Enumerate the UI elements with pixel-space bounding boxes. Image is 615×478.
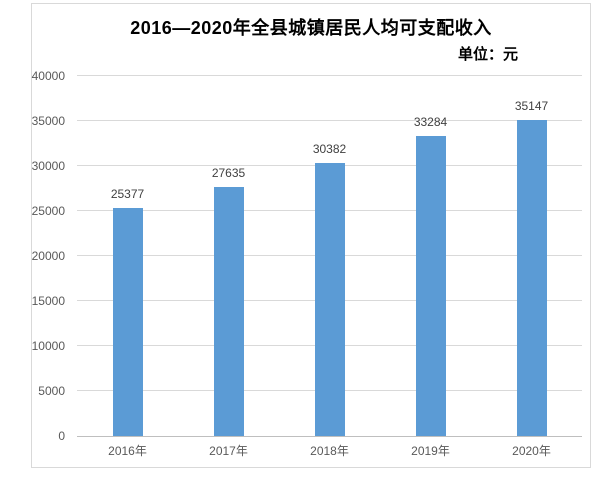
y-axis-tick-label: 40000 — [31, 69, 65, 83]
y-axis-tick-label: 35000 — [31, 114, 65, 128]
bar-value-label: 30382 — [312, 141, 347, 156]
y-axis-tick-label: 25000 — [31, 204, 65, 218]
y-axis-tick-label: 5000 — [38, 384, 65, 398]
unit-label: 单位：元 — [457, 46, 518, 63]
bar-2018年 — [314, 162, 345, 436]
plot-area: 25377 27635 30382 33284 35147 — [77, 75, 582, 437]
y-axis-tick-label: 30000 — [31, 159, 65, 173]
x-axis-tick-label: 2017年 — [209, 444, 248, 458]
chart-frame: 2016—2020年全县城镇居民人均可支配收入 单位：元 0 5000 10000 1… — [31, 3, 591, 468]
y-axis-tick-label: 0 — [58, 429, 65, 443]
bar-2020年 — [516, 119, 547, 436]
bar-value-label: 27635 — [211, 166, 246, 181]
x-axis-line — [77, 436, 582, 437]
bar-2017年 — [213, 187, 244, 436]
bar-value-label: 35147 — [514, 98, 549, 113]
gridline — [77, 75, 582, 76]
x-axis-tick-label: 2019年 — [411, 444, 450, 458]
y-axis: 0 5000 10000 15000 20000 25000 30000 35000 40000 — [31, 70, 71, 442]
x-axis-tick-label: 2020年 — [512, 444, 551, 458]
x-axis: 2016年 2017年 2018年 2019年 2020年 — [77, 442, 582, 458]
bar-value-label: 33284 — [413, 115, 448, 130]
bar-value-label: 25377 — [110, 186, 145, 201]
y-axis-tick-label: 15000 — [31, 294, 65, 308]
gridline — [77, 120, 582, 121]
y-axis-tick-label: 10000 — [31, 339, 65, 353]
y-axis-tick-label: 20000 — [31, 249, 65, 263]
x-axis-tick-label: 2016年 — [108, 444, 147, 458]
chart-title: 2016—2020年全县城镇居民人均可支配收入 — [130, 18, 492, 38]
x-axis-tick-label: 2018年 — [310, 444, 349, 458]
bar-2016年 — [112, 207, 143, 436]
bar-2019年 — [415, 136, 446, 436]
